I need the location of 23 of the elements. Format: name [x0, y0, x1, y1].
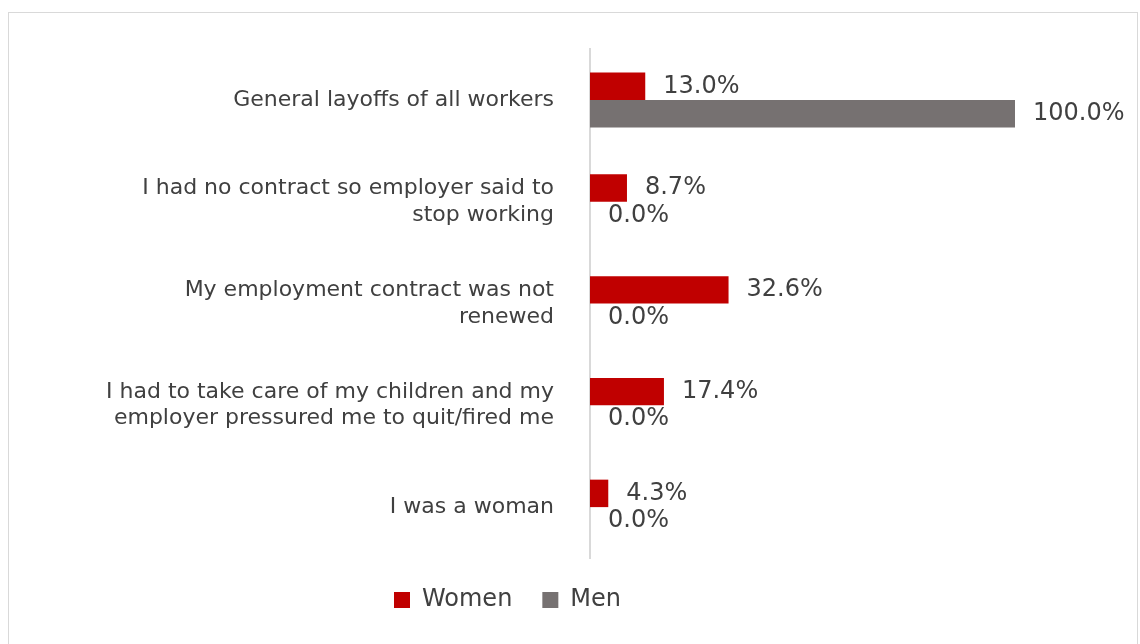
y-tick-label: I had to take care of my children and my employer pressured me to quit/fired me [106, 377, 554, 430]
data-label: 32.6% [746, 274, 823, 303]
bar [590, 479, 609, 508]
data-label: 8.7% [644, 172, 706, 201]
bar [590, 100, 1015, 128]
data-label: 13.0% [663, 70, 740, 99]
y-tick-label: General layoffs of all workers [233, 85, 554, 111]
data-label: 0.0% [608, 505, 669, 534]
data-label: 0.0% [608, 403, 669, 432]
data-label: 0.0% [608, 301, 669, 330]
data-label: 100.0% [1033, 98, 1125, 127]
data-label: 0.0% [608, 199, 669, 228]
bar [590, 174, 627, 202]
data-label: 4.3% [626, 477, 688, 506]
bar [590, 276, 729, 304]
data-label: 17.4% [681, 375, 759, 404]
bar [590, 72, 646, 101]
legend-label: Men [570, 584, 622, 613]
y-tick-label: I was a woman [389, 492, 554, 518]
y-tick-label: I had no contract so employer said to stop working [142, 174, 554, 226]
y-tick-label: My employment contract was not renewed [184, 276, 555, 328]
legend-label: Women [421, 584, 513, 613]
bar [590, 377, 664, 406]
